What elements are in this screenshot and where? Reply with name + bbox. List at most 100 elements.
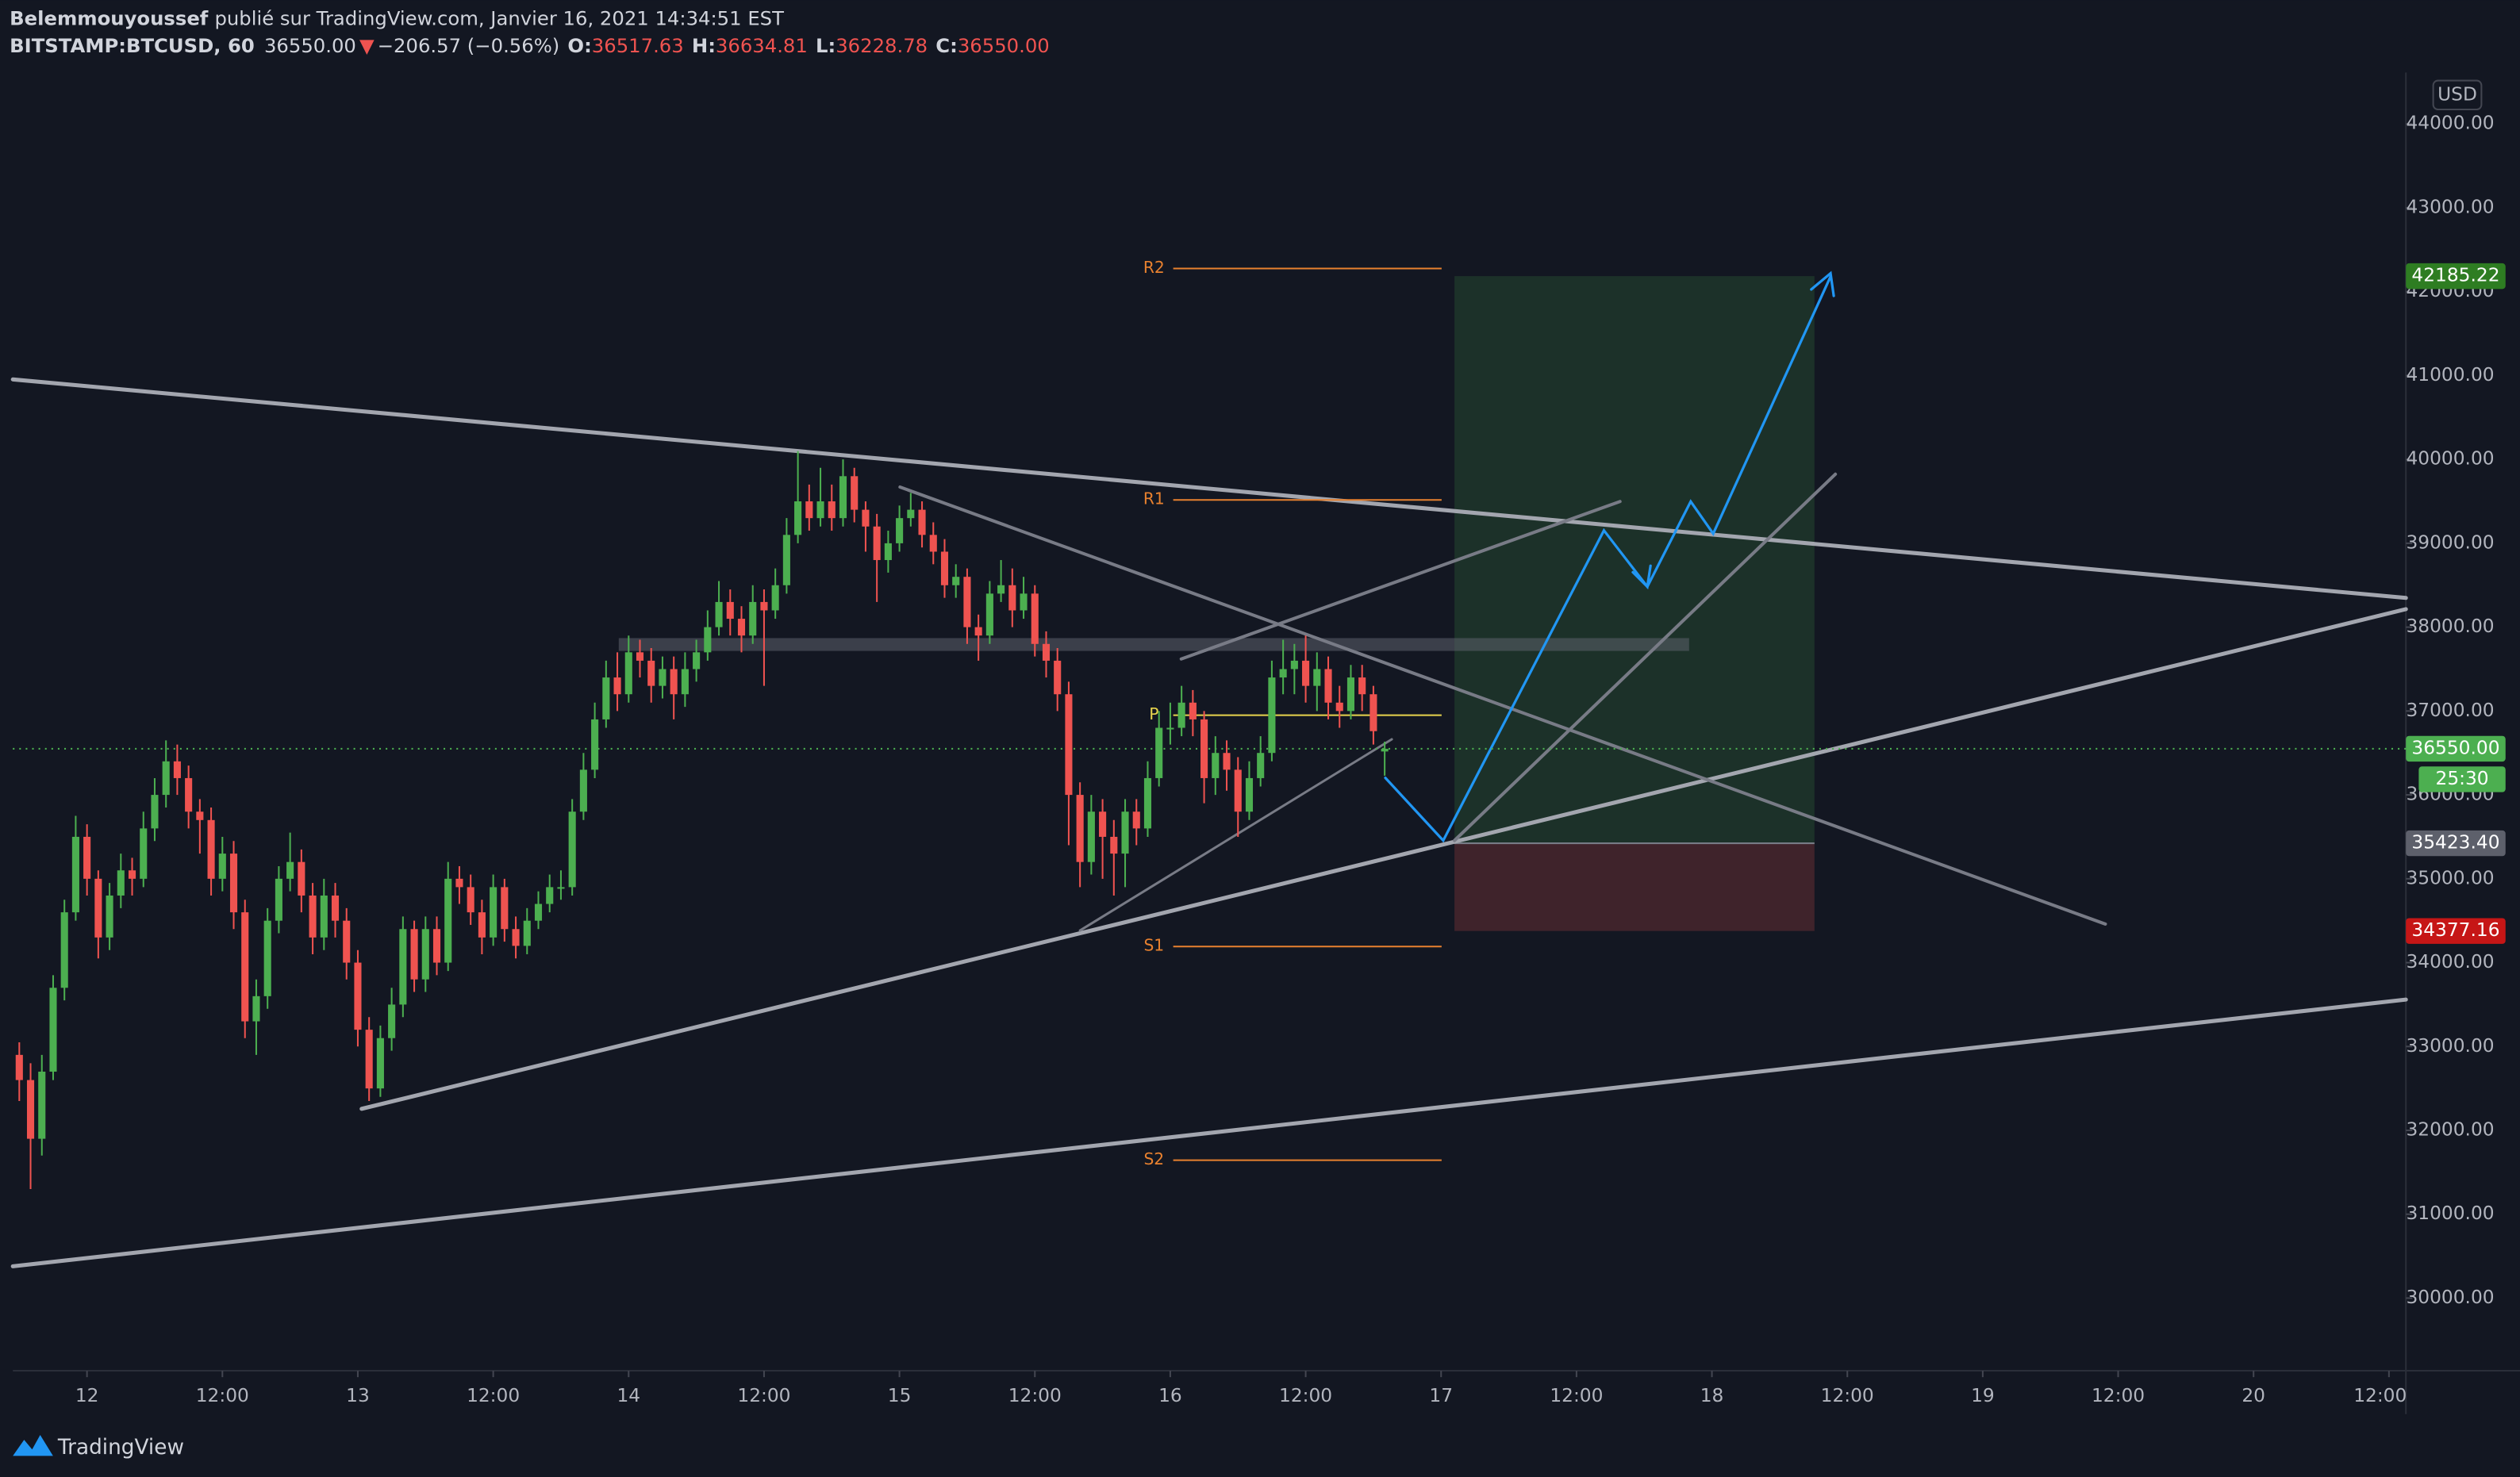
candle-body bbox=[1189, 702, 1197, 719]
candle-body bbox=[15, 1054, 23, 1080]
y-tick-label: 39000.00 bbox=[2406, 531, 2494, 553]
candle-body bbox=[1257, 753, 1265, 778]
ohlc-value: 36634.81 bbox=[716, 34, 808, 57]
x-tick-label: 14 bbox=[617, 1385, 640, 1406]
candle-body bbox=[726, 601, 734, 620]
candle-body bbox=[229, 854, 238, 913]
candle-body bbox=[49, 988, 57, 1072]
candle-body bbox=[715, 601, 723, 627]
entry-label-box bbox=[2406, 830, 2506, 857]
candle-body bbox=[185, 777, 193, 812]
candle-body bbox=[343, 920, 351, 963]
candle-body bbox=[106, 895, 113, 938]
x-tick-label: 12:00 bbox=[1279, 1385, 1332, 1406]
pivot-label: P bbox=[1149, 704, 1158, 723]
trendline bbox=[10, 377, 2408, 600]
pivot-label: S2 bbox=[1143, 1149, 1164, 1168]
x-tick-label: 15 bbox=[888, 1385, 912, 1406]
candle-body bbox=[591, 719, 599, 770]
candle-body bbox=[929, 535, 937, 552]
ohlc-label: C: bbox=[935, 34, 958, 57]
candle-body bbox=[1031, 593, 1039, 644]
arrow: ▼ bbox=[359, 34, 375, 57]
candle-body bbox=[974, 627, 982, 636]
candle-body bbox=[659, 669, 666, 686]
candle-body bbox=[298, 861, 305, 896]
target-label-box bbox=[2406, 263, 2506, 290]
last-price-label: 36550.00 bbox=[2411, 737, 2499, 758]
x-tick-label: 12:00 bbox=[196, 1385, 249, 1406]
currency-box bbox=[2432, 79, 2483, 111]
candle-body bbox=[963, 577, 971, 627]
y-tick-label: 31000.00 bbox=[2406, 1203, 2494, 1224]
author: Belemmouyoussef bbox=[10, 7, 209, 30]
candle-body bbox=[862, 509, 870, 527]
x-tick-label: 16 bbox=[1158, 1385, 1182, 1406]
candle-body bbox=[828, 501, 836, 519]
countdown-box bbox=[2418, 766, 2506, 792]
x-tick-label: 12:00 bbox=[2353, 1385, 2407, 1406]
plot: 30000.00 31000.00 32000.00 33000.00 34000.00… bbox=[13, 113, 2506, 1406]
x-tick-label: 19 bbox=[1971, 1385, 1995, 1406]
candle-body bbox=[647, 660, 655, 686]
candle-body bbox=[331, 895, 340, 921]
candle-body bbox=[523, 920, 531, 946]
candle-body bbox=[94, 878, 102, 938]
published: publié sur TradingView.com, Janvier 16, … bbox=[214, 7, 784, 30]
pivot-label: S1 bbox=[1143, 936, 1164, 955]
candle-body bbox=[771, 585, 779, 611]
candle-body bbox=[952, 577, 960, 585]
candle-body bbox=[501, 887, 509, 930]
candle-body bbox=[207, 819, 215, 879]
target-label: 42185.22 bbox=[2411, 265, 2499, 286]
candle-body bbox=[1155, 727, 1163, 778]
candle-body bbox=[1020, 593, 1028, 611]
candle-body bbox=[1369, 694, 1377, 731]
candle-body bbox=[512, 929, 520, 946]
candle-body bbox=[117, 870, 125, 896]
candle-body bbox=[670, 669, 678, 695]
candle-body bbox=[1279, 669, 1287, 678]
candle-body bbox=[851, 476, 859, 510]
candle-body bbox=[1076, 795, 1084, 862]
candle-body bbox=[1290, 660, 1298, 669]
y-tick-label: 30000.00 bbox=[2406, 1287, 2494, 1308]
y-tick-label: 40000.00 bbox=[2406, 448, 2494, 470]
x-tick-label: 12:00 bbox=[737, 1385, 790, 1406]
candle-body bbox=[410, 929, 418, 980]
candle-body bbox=[1223, 753, 1231, 770]
candle-body bbox=[557, 887, 565, 889]
candle-body bbox=[1087, 811, 1095, 862]
candle-body bbox=[140, 828, 148, 879]
candle-body bbox=[444, 878, 452, 963]
arrowhead bbox=[1810, 270, 1835, 297]
candle-body bbox=[173, 761, 181, 778]
candle-body bbox=[218, 854, 226, 879]
candle-body bbox=[1335, 702, 1343, 712]
symbol-line: BITSTAMP:BTCUSD, 60 36550.00 ▼ −206.57 (−0.… bbox=[10, 34, 1050, 57]
candle-body bbox=[1302, 660, 1310, 686]
candle-body bbox=[399, 929, 407, 1005]
y-tick-label: 44000.00 bbox=[2406, 113, 2494, 134]
candle-body bbox=[636, 652, 644, 661]
candle-body bbox=[546, 887, 554, 904]
position bbox=[1454, 276, 1815, 931]
candle-body bbox=[275, 878, 282, 921]
ohlc-label: O: bbox=[567, 34, 591, 57]
candle-body bbox=[940, 551, 949, 585]
stop-label: 34377.16 bbox=[2411, 919, 2499, 941]
pivot-label: R2 bbox=[1143, 258, 1165, 277]
candle-body bbox=[1346, 677, 1355, 712]
candle-body bbox=[263, 920, 271, 996]
candle-body bbox=[128, 870, 136, 879]
brand: TradingView bbox=[57, 1436, 184, 1460]
ohlc-value: 36228.78 bbox=[836, 34, 928, 57]
candle-body bbox=[624, 652, 632, 695]
ohlc-label: H: bbox=[692, 34, 716, 57]
candle-body bbox=[388, 1004, 396, 1038]
candle-body bbox=[1065, 694, 1073, 796]
candle-body bbox=[985, 593, 993, 636]
candle-body bbox=[760, 601, 768, 611]
candle-body bbox=[693, 652, 701, 669]
y-tick-label: 33000.00 bbox=[2406, 1035, 2494, 1057]
